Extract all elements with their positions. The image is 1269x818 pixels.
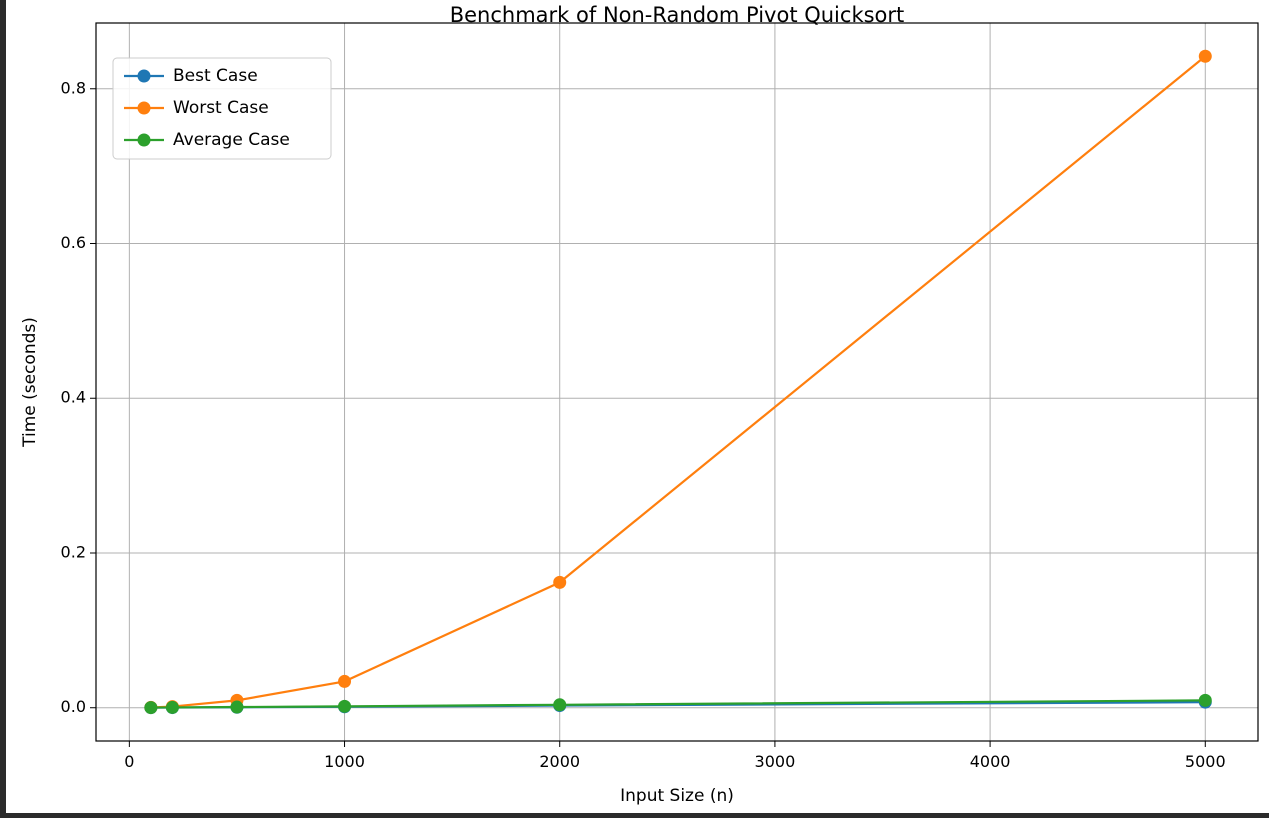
y-tick-label: 0.8 [61,78,86,97]
legend-box [112,57,332,160]
line-chart: 0 1000 2000 3000 4000 5000 0.0 0.2 0.4 0.6 0.8 Ben… [20,3,1259,806]
legend-marker [137,69,151,83]
data-point-average-case [1198,693,1212,707]
data-point-average-case [165,700,179,714]
x-tick-label: 4000 [970,752,1011,771]
data-point-average-case [553,698,567,712]
series-group [144,49,1212,715]
data-point-average-case [144,701,158,715]
data-point-worst-case [553,575,567,589]
data-point-worst-case [1198,49,1212,63]
legend-marker [137,101,151,115]
legend-label: Best Case [173,66,258,86]
chart-title: Benchmark of Non-Random Pivot Quicksort [450,3,905,27]
plot-area [95,22,1259,742]
x-axis-label: Input Size (n) [620,786,734,806]
y-tick-label: 0.0 [61,697,86,716]
y-tick-label: 0.2 [61,542,86,561]
x-tick-label: 0 [124,752,134,771]
legend-item-average-case: Average Case [124,130,290,150]
legend-item-best-case: Best Case [124,66,258,86]
axis-ticks: 0 1000 2000 3000 4000 5000 0.0 0.2 0.4 0.6 0.8 [61,78,1226,771]
x-tick-label: 1000 [324,752,365,771]
legend-label: Average Case [173,130,290,150]
x-tick-label: 3000 [755,752,796,771]
legend-marker [137,133,151,147]
x-tick-label: 5000 [1185,752,1226,771]
legend-label: Worst Case [173,98,269,118]
y-tick-label: 0.6 [61,233,86,252]
y-tick-label: 0.4 [61,388,86,407]
x-tick-label: 2000 [539,752,580,771]
figure: 0 1000 2000 3000 4000 5000 0.0 0.2 0.4 0.6 0.8 Ben… [6,0,1269,813]
y-axis-label: Time (seconds) [20,317,40,448]
data-point-average-case [230,700,244,714]
data-point-worst-case [338,674,352,688]
legend: Best Case Worst Case Average Case [112,57,332,160]
series-average-case [144,693,1212,715]
legend-item-worst-case: Worst Case [124,98,269,118]
data-point-average-case [338,699,352,713]
